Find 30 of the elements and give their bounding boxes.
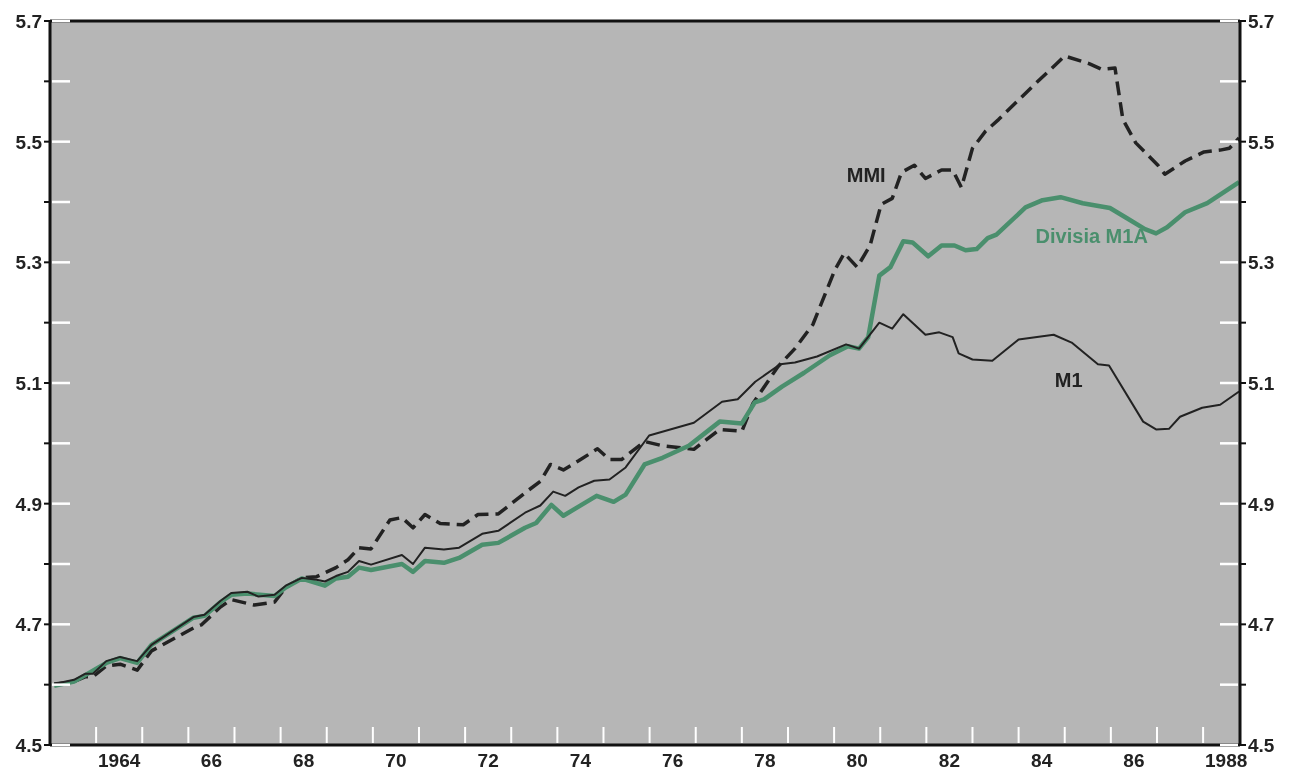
x-tick-label: 78 [754,750,776,771]
series-label: MMI [846,164,886,187]
y-tick-label: 4.7 [15,614,42,636]
y-tick-label: 5.5 [15,131,43,153]
x-tick-label: 86 [1123,750,1145,771]
x-tick-label: 68 [293,750,315,771]
y-tick-label: 4.9 [15,493,42,515]
y2-tick-label: 5.1 [1248,373,1275,394]
x-tick-label: 66 [200,750,222,771]
series-label: Divisia M1A [1035,225,1148,248]
x-tick-label: 1964 [98,750,141,771]
x-tick-label: 80 [846,750,868,771]
y-tick-label: 5.7 [15,11,42,32]
x-tick-label: 84 [1031,750,1053,771]
y2-tick-label: 4.5 [1248,735,1275,756]
y-tick-label: 5.3 [15,252,42,274]
x-tick-label: 76 [662,750,684,771]
y2-tick-label: 4.7 [1248,614,1275,636]
y2-tick-label: 5.7 [1248,11,1275,32]
series-label: M1 [1054,368,1083,391]
x-tick-label: 82 [938,750,960,771]
y2-tick-label: 5.3 [1248,252,1275,274]
x-tick-label: 74 [569,750,592,771]
x-tick-label: 1988 [1205,750,1248,771]
y2-tick-label: 5.5 [1248,131,1275,153]
x-tick-label: 70 [385,750,407,771]
y-tick-label: 5.1 [15,373,43,394]
x-tick-label: 72 [477,750,499,771]
y-tick-label: 4.5 [15,735,43,756]
y2-tick-label: 4.9 [1248,493,1275,515]
